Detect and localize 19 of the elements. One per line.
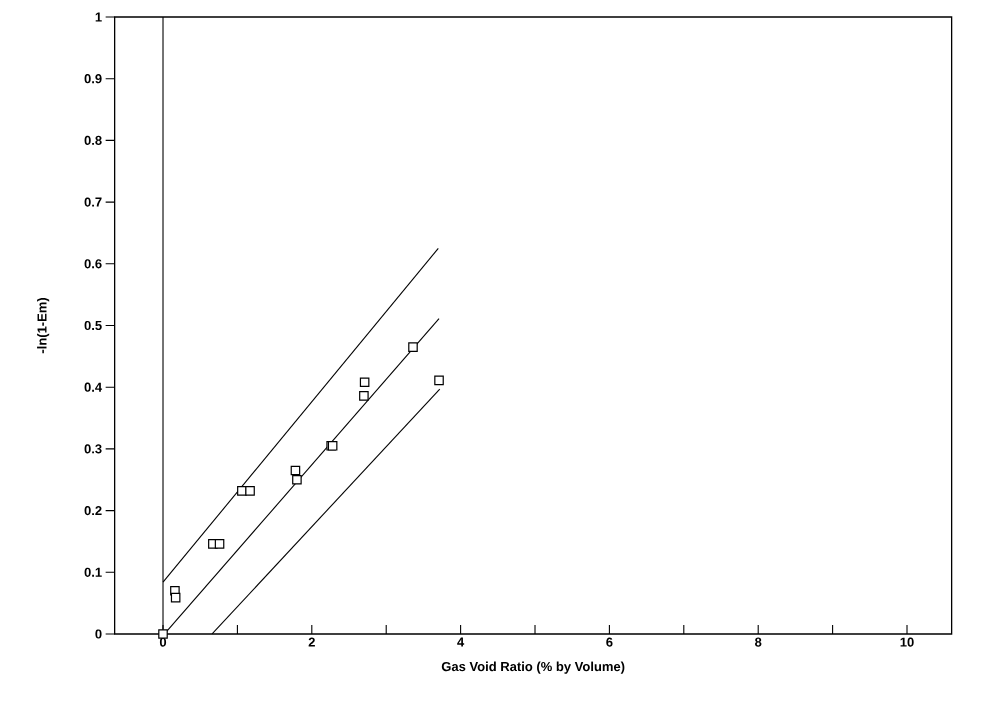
x-tick-label: 4 — [457, 637, 465, 647]
x-tick-label: 2 — [308, 637, 315, 647]
y-tick-label: 1 — [95, 12, 102, 22]
x-tick-label: 0 — [159, 637, 167, 647]
y-tick-label: 0.5 — [84, 320, 102, 331]
y-tick-label: 0.4 — [84, 382, 103, 392]
y-tick-label: 0.3 — [84, 444, 102, 454]
y-axis-title: -ln(1-Em) — [37, 297, 50, 354]
x-tick-label: 6 — [606, 637, 613, 647]
x-tick-label: 10 — [900, 637, 914, 647]
y-tick-label: 0.2 — [84, 505, 102, 516]
y-tick-label: 0.7 — [84, 197, 102, 207]
y-tick-label: 0.6 — [84, 259, 102, 269]
x-axis-title: Gas Void Ratio (% by Volume) — [441, 661, 625, 674]
y-tick-label: 0.9 — [84, 74, 102, 84]
y-tick-label: 0.1 — [84, 567, 102, 577]
y-tick-label: 0 — [95, 629, 102, 639]
y-tick-label: 0.8 — [84, 135, 102, 145]
x-tick-label: 8 — [755, 637, 762, 647]
